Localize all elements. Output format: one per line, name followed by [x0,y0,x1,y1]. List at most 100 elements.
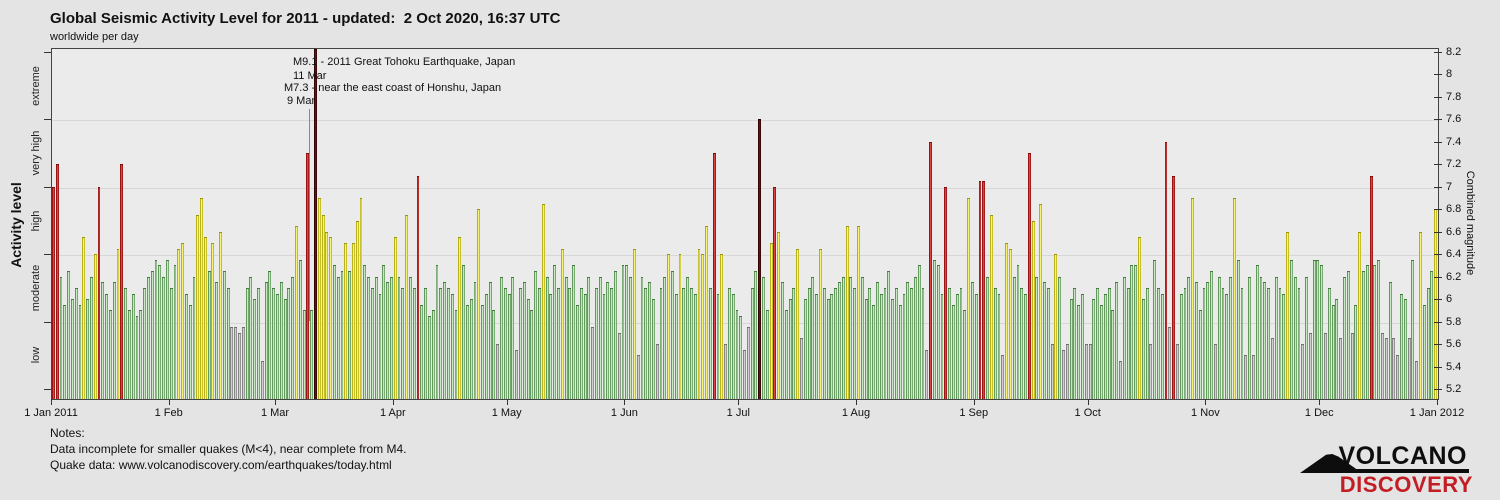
x-axis-tick [275,399,276,405]
day-bar-very-high [1164,141,1168,399]
day-bar-low [800,338,803,399]
day-bar-moderate [522,282,526,399]
day-bar-moderate [1248,276,1252,399]
day-bar-moderate [158,265,162,399]
day-bar-moderate [272,287,276,399]
left-axis-tick [44,254,51,256]
day-bar-high [211,243,215,399]
day-bar-moderate [101,282,105,399]
day-bar-moderate [959,287,963,399]
day-bar-high [705,226,709,399]
day-bar-high [393,237,397,399]
gridline [52,120,1438,122]
day-bar-moderate [568,287,572,399]
day-bar-low [241,327,245,399]
day-bar-moderate [1081,293,1084,399]
activity-level-label-extreme: extreme [30,65,42,106]
day-bar-very-high [944,186,948,399]
x-axis-tick [168,399,170,405]
left-axis-tick [44,52,51,53]
day-bar-low [238,332,241,399]
day-bar-moderate [1111,310,1115,399]
day-bar-moderate [1069,299,1073,399]
annotation-leader-line [309,109,310,321]
x-axis-label: 1 Mar [260,407,290,419]
x-axis-label: 1 Jan 2011 [24,407,78,419]
day-bar-very-high [929,141,933,399]
day-bar-moderate [188,304,192,399]
day-bar-low [1213,344,1217,399]
logo-underline [1329,469,1469,473]
right-axis-tick [1434,186,1442,188]
day-bar-moderate [659,287,663,399]
magnitude-tick-label: 7.8 [1446,90,1462,103]
day-bar-moderate [883,287,887,399]
right-axis-tick [1434,119,1442,121]
day-bar-moderate [651,299,655,399]
day-bar-moderate [450,293,454,399]
day-bar-moderate [446,287,450,399]
day-bar-high [967,198,971,399]
day-bar-high [355,220,359,399]
day-bar-moderate [526,299,530,399]
day-bar-moderate [454,310,458,399]
day-bar-high [116,248,120,399]
x-axis-tick [51,399,52,405]
right-axis-tick [1434,389,1442,390]
day-bar-low [515,349,519,399]
x-axis-tick [973,399,975,405]
day-bar-moderate [598,276,602,399]
day-bar-moderate [894,287,898,399]
day-bar-moderate [1316,259,1320,399]
day-bar-moderate [940,293,944,399]
day-bar-moderate [898,304,902,399]
gridline [52,187,1438,189]
day-bar-high [1191,198,1195,399]
day-bar-moderate [63,304,67,399]
day-bar-moderate [78,304,82,399]
day-bar-very-high [416,175,420,399]
day-bar-moderate [587,276,591,399]
plot-area [51,48,1439,400]
day-bar-very-high [982,181,986,399]
x-axis-label: 1 Jan 2012 [1409,407,1465,419]
day-bar-moderate [716,293,720,399]
day-bar-high [200,198,203,399]
day-bar-moderate [970,282,974,399]
day-bar-low [1308,332,1312,399]
day-bar-high [777,231,781,399]
right-axis-tick [1434,276,1442,278]
day-bar-moderate [955,293,959,399]
day-bar-high [1358,231,1362,399]
day-bar-moderate [689,287,693,399]
day-bar-very-high [1369,175,1373,399]
day-bar-moderate [557,287,560,399]
magnitude-tick-label: 5.6 [1446,338,1462,351]
day-bar-moderate [1354,304,1358,399]
day-bar-high [1005,243,1008,399]
day-bar-low [1407,338,1411,399]
day-bar-high [325,231,329,399]
day-bar-very-high [55,164,59,399]
day-bar-moderate [1096,287,1100,399]
x-axis-label: 1 Jun [610,407,638,419]
x-axis-label: 1 Feb [154,407,183,419]
day-bar-moderate [670,271,674,399]
day-bar-moderate [1221,287,1225,399]
day-bar-high [1419,231,1422,399]
x-axis-tick [1319,399,1321,405]
day-bar-low [1301,344,1305,399]
day-bar-moderate [739,316,743,399]
x-axis-label: 1 May [491,407,522,419]
day-bar-moderate [1115,282,1119,399]
day-bar-high [845,226,849,399]
day-bar-moderate [184,293,188,399]
day-bar-moderate [553,265,557,399]
day-bar-very-high [120,164,124,399]
day-bar-moderate [663,276,667,399]
day-bar-moderate [333,265,336,399]
day-bar-high [1232,198,1236,399]
day-bar-moderate [435,265,439,399]
right-axis-tick [1434,344,1442,346]
gridline [52,322,1438,324]
